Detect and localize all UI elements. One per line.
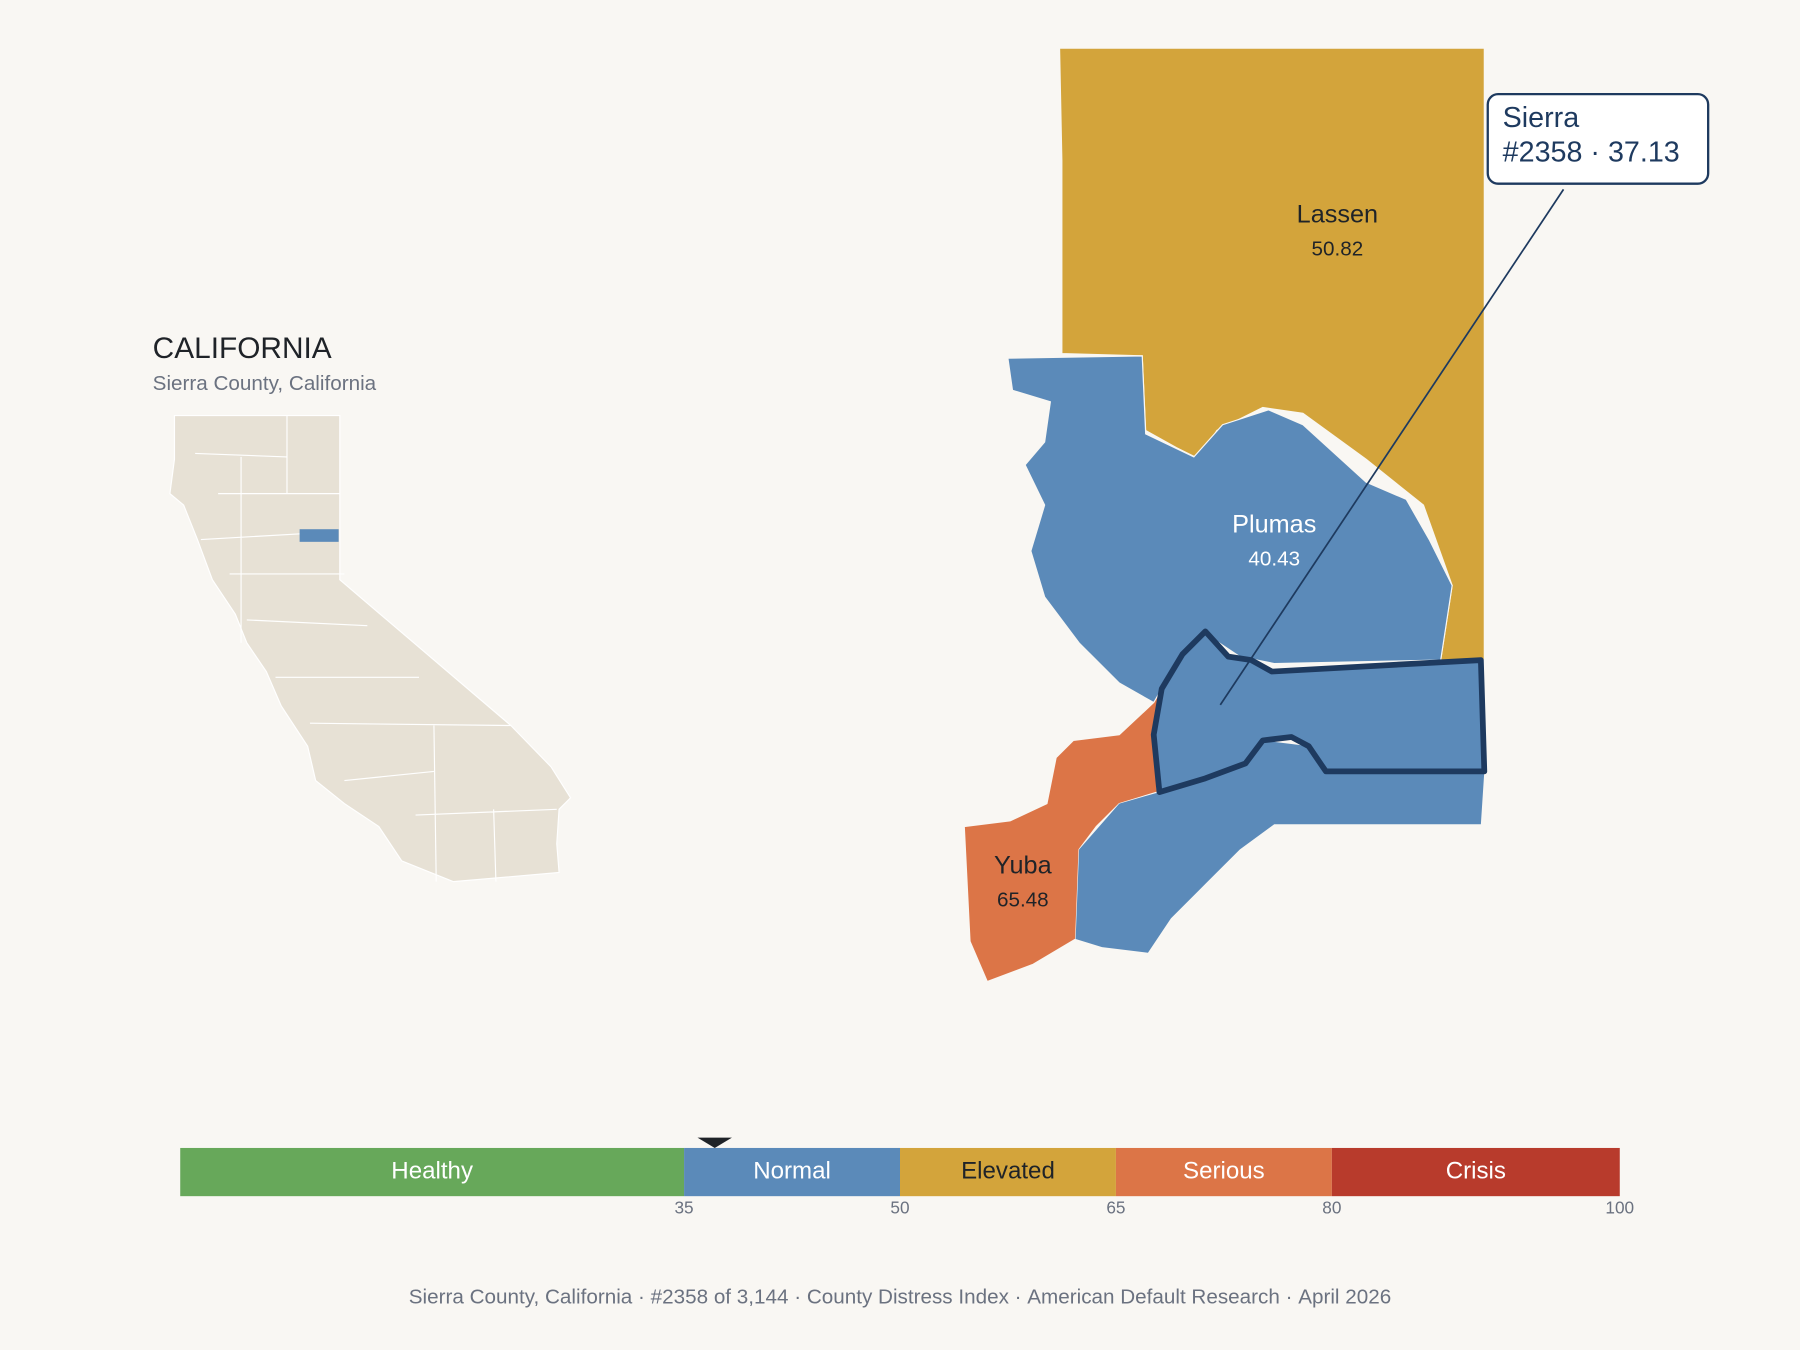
footer-item: County Distress Index [807,1286,1010,1309]
footer: Sierra County, California · #2358 of 3,1… [409,1286,1391,1309]
scale-tick-label: 100 [1605,1197,1634,1217]
callout-detail: #2358 · 37.13 [1503,136,1680,168]
footer-separator: · [632,1286,650,1309]
scale-band-label: Crisis [1446,1157,1506,1184]
scale-tick-label: 35 [674,1197,693,1217]
scale-tick-label: 50 [890,1197,909,1217]
county-name: Yuba [994,851,1053,879]
footer-item: #2358 of 3,144 [651,1286,789,1309]
scale-band [684,1147,900,1197]
scale-band-label: Normal [753,1157,831,1184]
scale-band [900,1147,1116,1197]
footer-separator: · [788,1286,806,1309]
scale-band [1115,1147,1332,1197]
scale-band-label: Serious [1183,1157,1265,1184]
scale-band-label: Elevated [961,1157,1055,1184]
score-marker [697,1137,732,1148]
inset-map [169,414,572,883]
footer-item: April 2026 [1298,1286,1391,1309]
footer-item: Sierra County, California [409,1286,633,1309]
county-value: 65.48 [997,889,1049,912]
callout-name: Sierra [1503,102,1580,134]
scale-tick-label: 80 [1322,1197,1341,1217]
county-value: 50.82 [1312,238,1364,261]
footer-separator: · [1009,1286,1027,1309]
neighbor-county [1075,740,1485,953]
inset-highlight [299,529,339,542]
california-shape [169,414,572,883]
inset-borders [195,415,557,882]
callout-leader [1219,188,1565,706]
callout-box [1486,92,1710,185]
footer-separator: · [1280,1286,1298,1309]
inset-subtitle: Sierra County, California [153,372,377,395]
county-name: Plumas [1232,510,1316,538]
county-value: 40.43 [1248,548,1300,571]
inset-title: CALIFORNIA [153,332,332,365]
scale-tick-label: 65 [1106,1197,1125,1217]
county-name: Lassen [1297,200,1378,228]
county-shape [1007,355,1453,704]
scale-band [1331,1147,1620,1197]
scale-band [180,1147,685,1197]
selected-county[interactable] [1150,628,1488,795]
scale-band-label: Healthy [391,1157,473,1184]
scale-bar: Healthy Normal Elevated Serious Crisis 35 50 65… [180,1137,1634,1217]
footer-item: American Default Research [1027,1286,1280,1309]
